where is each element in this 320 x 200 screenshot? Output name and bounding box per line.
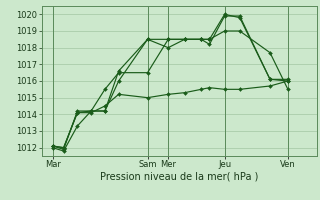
X-axis label: Pression niveau de la mer( hPa ): Pression niveau de la mer( hPa ): [100, 172, 258, 182]
